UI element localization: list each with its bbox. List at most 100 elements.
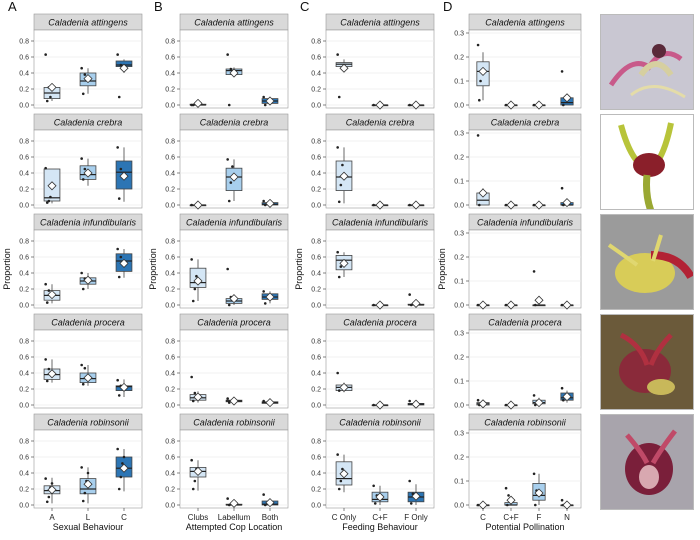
y-tick-label: 0.8 — [311, 139, 321, 146]
y-axis-label: Proportion — [437, 248, 447, 290]
panel-letter: A — [8, 0, 17, 14]
plot-area — [325, 329, 435, 409]
y-tick-label: 0.0 — [311, 103, 321, 110]
data-point — [478, 203, 481, 207]
data-point — [476, 43, 480, 47]
mean-marker — [229, 294, 239, 304]
data-point — [226, 397, 229, 400]
data-point — [193, 479, 197, 483]
data-point — [80, 466, 83, 469]
mean-marker — [119, 463, 129, 473]
data-point — [190, 375, 193, 379]
mean-marker — [119, 171, 129, 181]
data-point — [504, 103, 508, 107]
y-axis-label: Proportion — [294, 248, 304, 290]
data-point — [262, 199, 265, 203]
facet-strip-label: Caladenia infundibularis — [40, 218, 137, 228]
data-point — [86, 471, 90, 475]
data-point — [372, 303, 375, 307]
data-point — [262, 493, 265, 496]
y-tick-label: 0.6 — [19, 255, 29, 262]
mean-marker — [47, 369, 57, 379]
data-point — [49, 195, 52, 199]
mean-marker — [119, 63, 129, 73]
data-point — [191, 487, 195, 491]
mean-marker — [119, 258, 129, 268]
y-tick-label: 0.0 — [165, 503, 175, 510]
data-point — [532, 394, 536, 397]
data-point — [80, 157, 83, 160]
y-tick-label: 0.0 — [454, 203, 464, 210]
attingens-photo-icon — [600, 14, 694, 110]
data-point — [83, 491, 87, 495]
mean-marker — [534, 200, 544, 210]
data-point — [560, 70, 564, 73]
data-point — [409, 303, 413, 307]
data-point — [191, 103, 195, 107]
data-point — [195, 274, 198, 278]
data-point — [337, 487, 341, 491]
mean-marker — [265, 498, 275, 508]
y-tick-label: 0.0 — [454, 103, 464, 110]
data-point — [44, 53, 47, 56]
x-tick-label: F Only — [404, 513, 428, 522]
y-tick-label: 0.6 — [19, 455, 29, 462]
y-tick-label: 0.4 — [311, 271, 321, 278]
data-point — [373, 502, 377, 505]
data-point — [408, 103, 411, 107]
y-tick-label: 0.6 — [19, 355, 29, 362]
y-tick-label: 0.6 — [165, 255, 175, 262]
facet-strip-label: Caladenia procera — [488, 318, 562, 328]
y-tick-label: 0.4 — [165, 171, 175, 178]
mean-marker — [506, 100, 516, 110]
y-tick-label: 0.1 — [454, 379, 464, 386]
plot-area — [468, 429, 582, 509]
y-tick-label: 0.2 — [19, 187, 29, 194]
mean-marker — [119, 382, 129, 392]
y-tick-label: 0.2 — [19, 487, 29, 494]
data-point — [504, 486, 508, 490]
y-tick-label: 0.2 — [454, 155, 464, 162]
mean-marker — [562, 93, 572, 103]
y-tick-label: 0.0 — [165, 203, 175, 210]
x-tick-label: C+F — [503, 513, 518, 522]
x-axis-label: Sexual Behaviour — [53, 522, 124, 532]
mean-marker — [229, 498, 239, 508]
facet-strip-label: Caladenia attingens — [48, 18, 128, 28]
y-tick-label: 0.4 — [165, 271, 175, 278]
mean-marker — [265, 198, 275, 208]
y-tick-label: 0.8 — [165, 239, 175, 246]
data-point — [263, 503, 267, 507]
mean-marker — [562, 300, 572, 310]
data-point — [229, 67, 233, 71]
data-point — [81, 92, 85, 96]
y-tick-label: 0.8 — [165, 39, 175, 46]
mean-marker — [506, 495, 516, 505]
data-point — [507, 494, 510, 497]
data-point — [80, 66, 83, 70]
data-point — [262, 95, 265, 99]
data-point — [504, 203, 508, 207]
data-point — [262, 290, 265, 293]
panel-letter: D — [443, 0, 452, 14]
data-point — [476, 398, 480, 402]
x-tick-label: L — [86, 513, 91, 522]
data-point — [45, 99, 49, 103]
facet-strip-label: Caladenia robinsonii — [339, 418, 422, 428]
y-tick-label: 0.0 — [311, 303, 321, 310]
y-tick-label: 0.4 — [165, 371, 175, 378]
data-point — [227, 303, 231, 307]
data-point — [80, 363, 83, 367]
mean-marker — [47, 485, 57, 495]
y-tick-label: 0.4 — [311, 171, 321, 178]
y-tick-label: 0.6 — [19, 55, 29, 62]
data-point — [47, 199, 51, 203]
data-point — [372, 203, 375, 207]
y-tick-label: 0.4 — [19, 471, 29, 478]
data-point — [117, 275, 121, 279]
data-point — [226, 53, 229, 56]
mean-marker — [411, 491, 421, 501]
y-tick-label: 0.2 — [311, 487, 321, 494]
data-point — [560, 498, 564, 502]
y-tick-label: 0.0 — [165, 103, 175, 110]
